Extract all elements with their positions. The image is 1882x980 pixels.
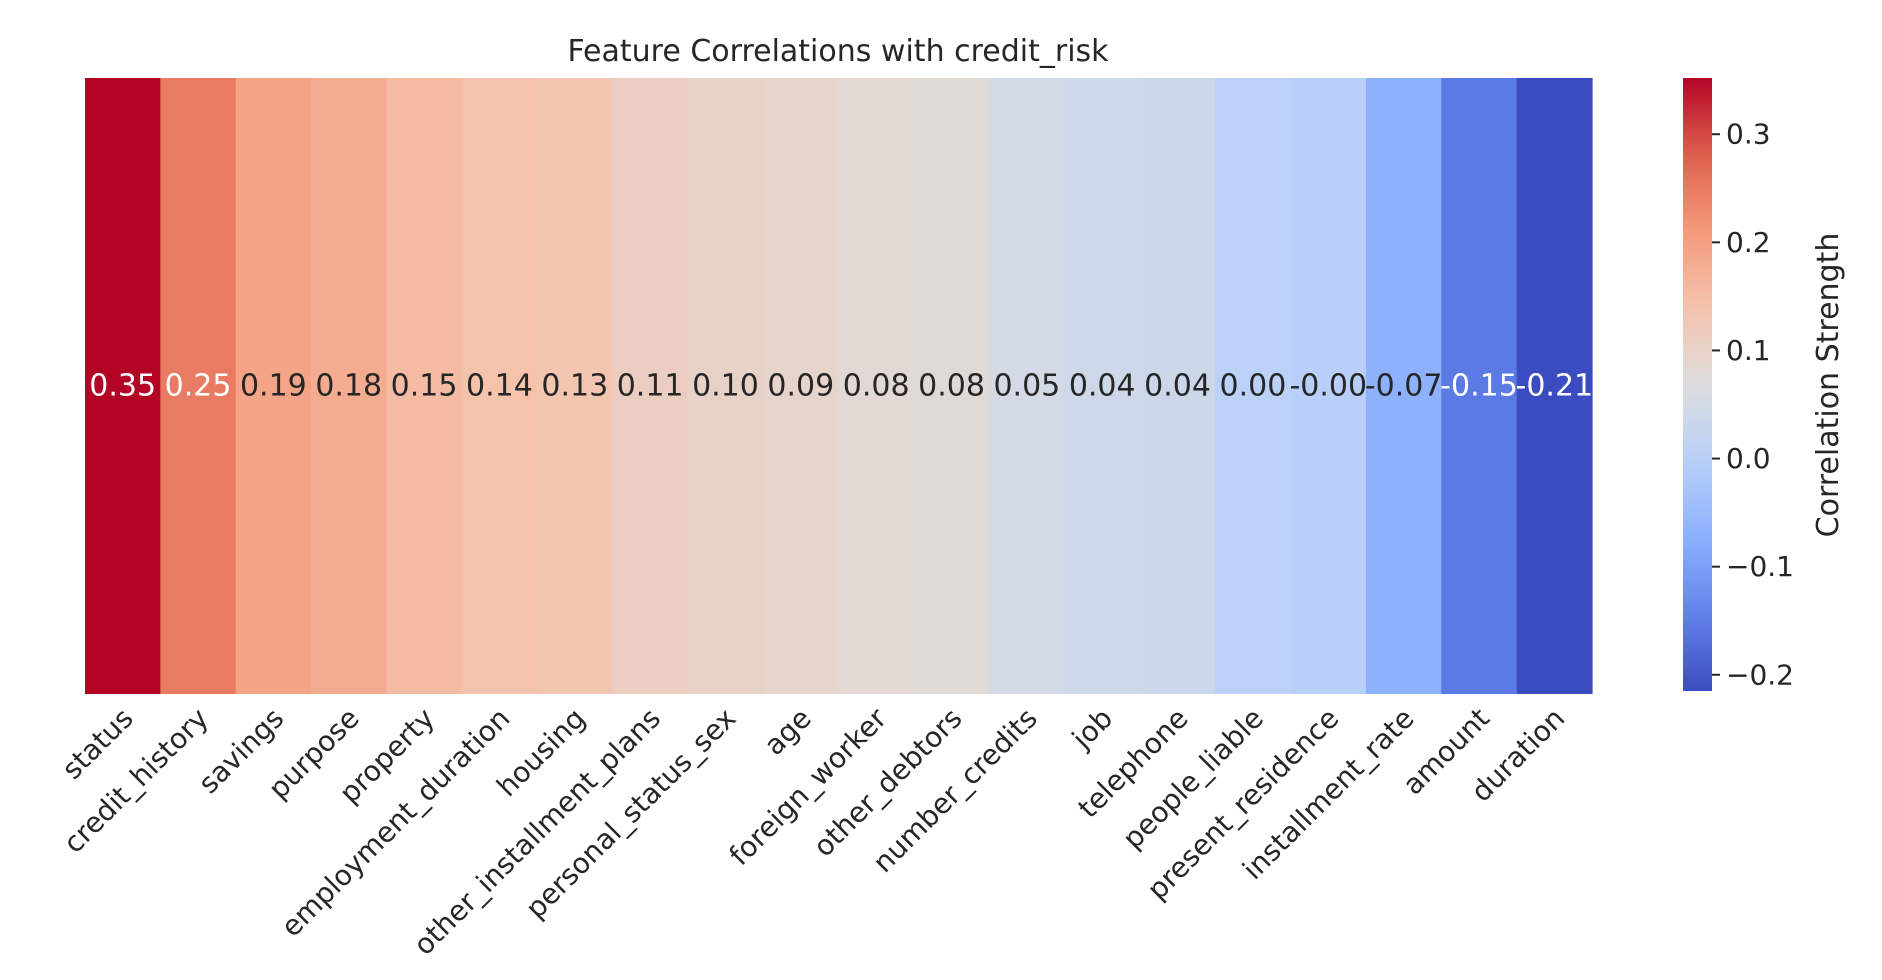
- heatmap-value-label: 0.13: [541, 369, 608, 404]
- heatmap-cell-foreign-worker: [838, 78, 915, 694]
- colorbar-tick-label: −0.1: [1726, 550, 1794, 583]
- heatmap-value-label: 0.11: [617, 369, 684, 404]
- heatmap-value-label: 0.14: [466, 369, 533, 404]
- heatmap-value-label: 0.08: [918, 369, 985, 404]
- colorbar-tick-label: 0.1: [1726, 334, 1771, 367]
- heatmap-cell-telephone: [1139, 78, 1216, 694]
- heatmap-cell-number-credits: [989, 78, 1066, 694]
- heatmap-cell-duration: [1516, 78, 1593, 694]
- heatmap-cell-amount: [1441, 78, 1518, 694]
- heatmap-cell-other-installment-plans: [612, 78, 689, 694]
- heatmap-value-labels: 0.35 0.25 0.19 0.18 0.15 0.14 0.13 0.11 0.10 0.09…: [89, 369, 1593, 404]
- heatmap-value-label: 0.08: [843, 369, 910, 404]
- heatmap-value-label: 0.09: [767, 369, 834, 404]
- heatmap-cell-job: [1064, 78, 1141, 694]
- heatmap-value-label: 0.25: [165, 369, 232, 404]
- heatmap-value-label: 0.04: [1069, 369, 1136, 404]
- heatmap-value-label: -0.00: [1289, 369, 1367, 404]
- colorbar: [1683, 78, 1712, 691]
- heatmap-cell-housing: [537, 78, 614, 694]
- heatmap-cell-property: [386, 78, 463, 694]
- heatmap-cell-other-debtors: [913, 78, 990, 694]
- heatmap-value-label: 0.00: [1220, 369, 1287, 404]
- chart-title: Feature Correlations with credit_risk: [567, 34, 1109, 69]
- heatmap-value-label: 0.19: [240, 369, 307, 404]
- x-axis-tick-labels: statuscredit_historysavingspurposeproper…: [55, 701, 1571, 961]
- heatmap-value-label: -0.21: [1516, 369, 1594, 404]
- heatmap-value-label: -0.15: [1440, 369, 1518, 404]
- heatmap-value-label: 0.35: [89, 369, 156, 404]
- heatmap-cell-present-residence: [1290, 78, 1367, 694]
- x-tick-label: job: [1065, 702, 1119, 756]
- heatmap-value-label: 0.10: [692, 369, 759, 404]
- heatmap-cell-status: [85, 78, 161, 694]
- heatmap-cells: [85, 78, 1593, 694]
- x-tick-label: age: [758, 702, 818, 762]
- heatmap-value-label: 0.05: [993, 369, 1060, 404]
- heatmap-cell-installment-rate: [1365, 78, 1442, 694]
- heatmap-cell-age: [763, 78, 840, 694]
- heatmap-cell-credit-history: [160, 78, 237, 694]
- heatmap-value-label: 0.04: [1144, 369, 1211, 404]
- heatmap-cell-purpose: [311, 78, 387, 694]
- heatmap-cell-savings: [235, 78, 312, 694]
- colorbar-label: Correlation Strength: [1811, 233, 1846, 538]
- colorbar-tick-label: −0.2: [1726, 658, 1794, 691]
- heatmap-value-label: 0.18: [315, 369, 382, 404]
- colorbar-ticks: 0.3 0.2 0.1 0.0 −0.1 −0.2: [1712, 118, 1794, 691]
- heatmap-value-label: 0.15: [391, 369, 458, 404]
- colorbar-tick-label: 0.2: [1726, 226, 1771, 259]
- heatmap-cell-people-liable: [1215, 78, 1292, 694]
- colorbar-tick-label: 0.0: [1726, 442, 1771, 475]
- heatmap-value-label: -0.07: [1365, 369, 1443, 404]
- heatmap-cell-employment-duration: [461, 78, 538, 694]
- colorbar-tick-label: 0.3: [1726, 118, 1771, 151]
- heatmap-cell-personal-status-sex: [687, 78, 764, 694]
